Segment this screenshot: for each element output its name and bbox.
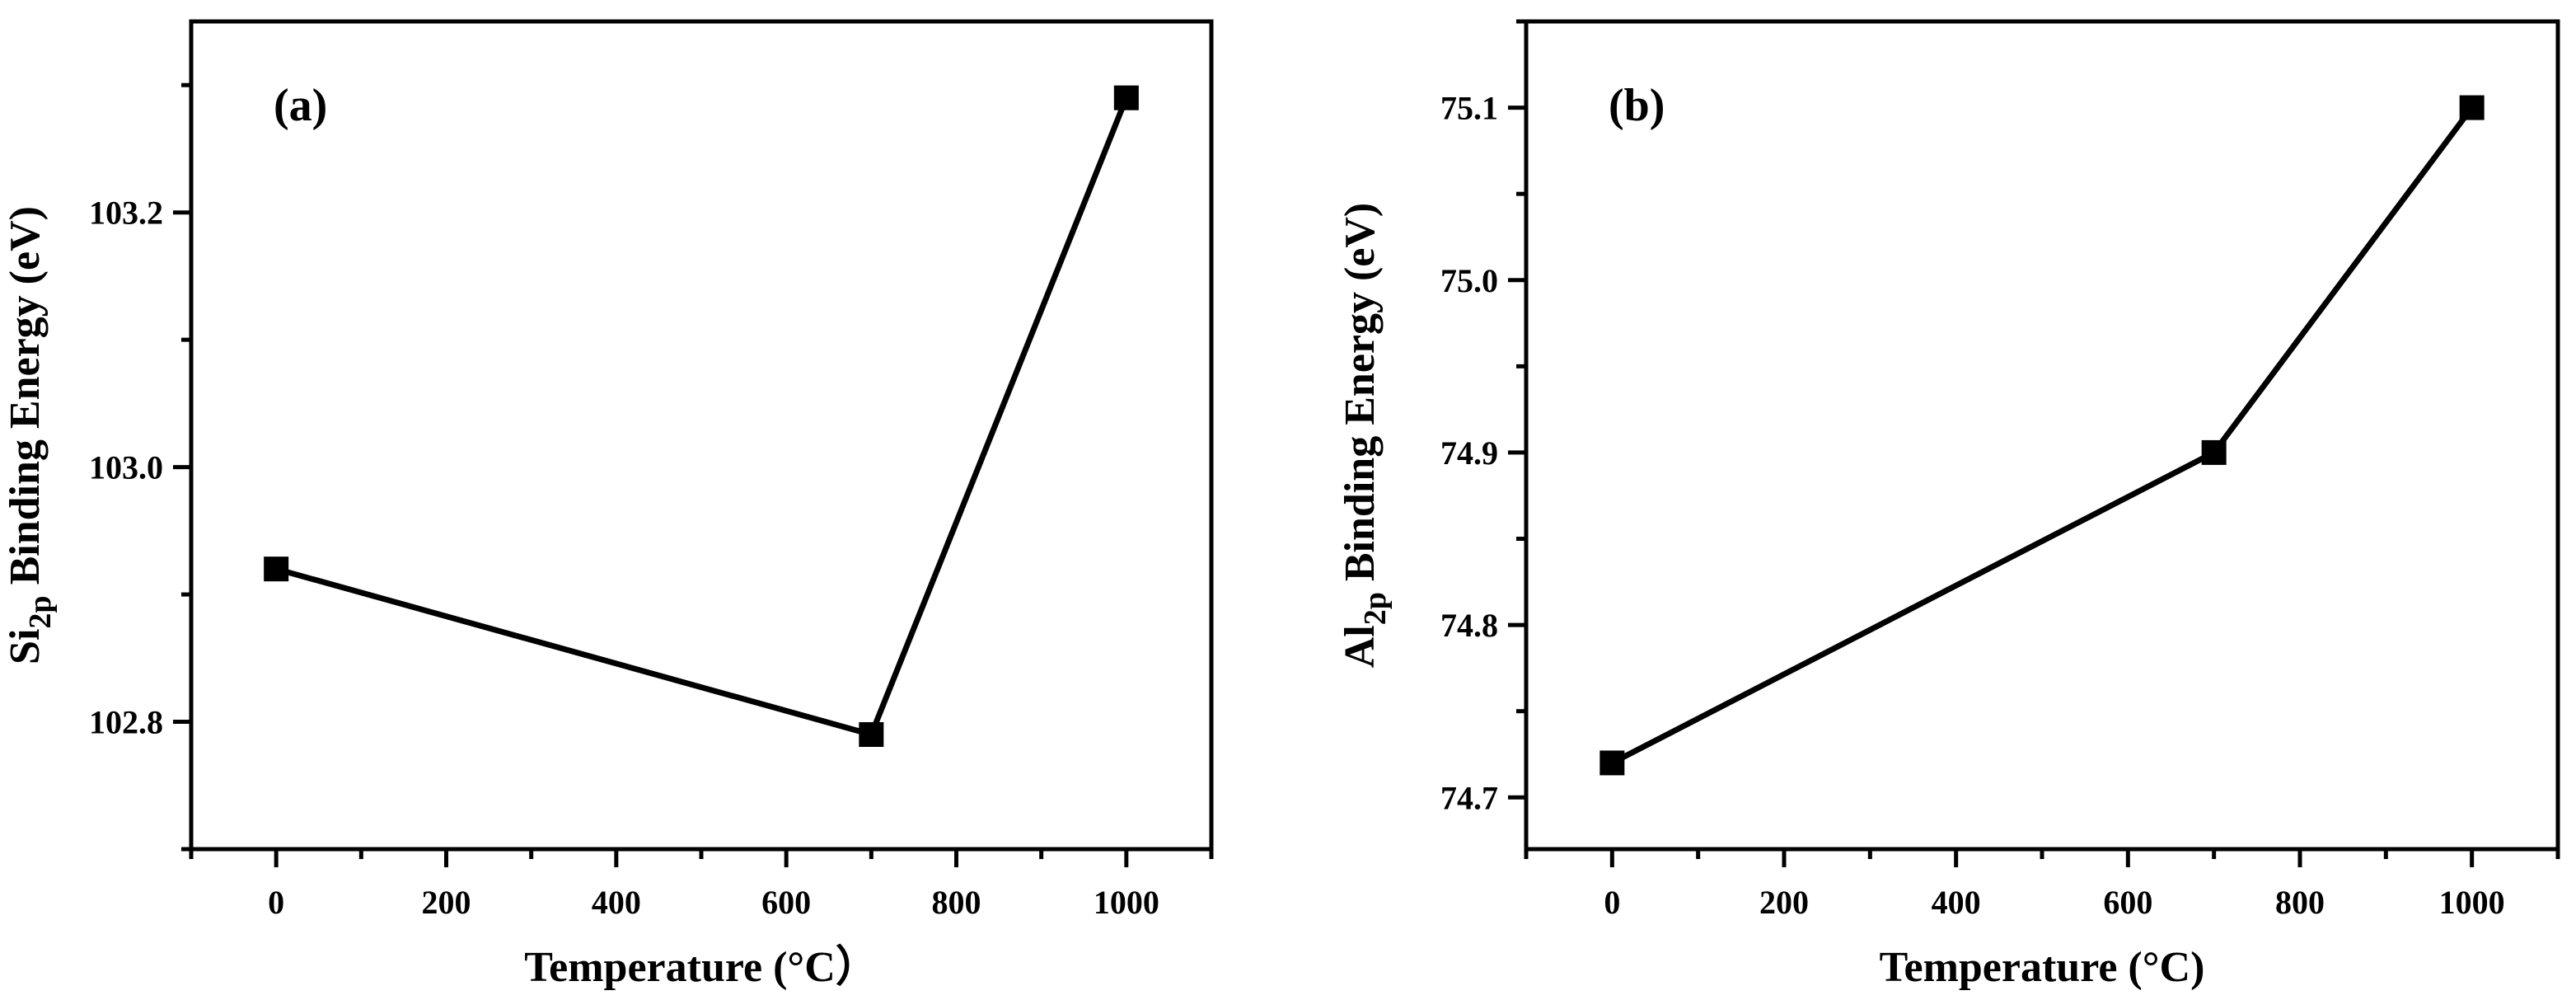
x-tick-label: 600 [761, 884, 811, 921]
x-tick-label: 0 [1604, 884, 1620, 921]
data-point-marker [859, 721, 884, 747]
x-tick-label: 600 [2103, 884, 2152, 921]
x-tick-label: 400 [592, 884, 641, 921]
panel-label: (a) [274, 80, 327, 131]
x-tick-label: 400 [1932, 884, 1981, 921]
series-line [1610, 106, 2475, 766]
panel-label: (b) [1609, 80, 1665, 131]
x-tick-label: 800 [932, 884, 981, 921]
x-tick-label: 1000 [1094, 884, 1159, 921]
y-tick-label: 74.7 [1440, 779, 1498, 816]
y-axis-title: Al2p Binding Energy (eV) [1337, 203, 1393, 669]
x-tick-label: 200 [422, 884, 471, 921]
data-point-marker [2201, 439, 2227, 465]
chart-panel-a: 0 200 400 600 800 1000 102.8 103.0 103.2 (a) Tempe… [2, 19, 1214, 991]
y-tick-label: 75.1 [1440, 90, 1498, 127]
x-tick-label: 800 [2275, 884, 2325, 921]
x-axis-title: Temperature (°C） [524, 943, 878, 991]
x-tick-label: 200 [1759, 884, 1809, 921]
y-tick-label: 103.0 [89, 449, 163, 486]
y-tick-label: 102.8 [89, 704, 163, 741]
data-point-marker [264, 556, 289, 582]
y-tick-label: 75.0 [1440, 262, 1498, 299]
x-axis-title: Temperature (°C) [1880, 944, 2205, 991]
series-line [275, 96, 1130, 739]
x-tick-label: 1000 [2439, 884, 2505, 921]
y-tick-label: 103.2 [89, 195, 163, 232]
plot-frame [189, 19, 1214, 852]
y-axis-title: Si2p Binding Energy (eV) [2, 206, 58, 664]
data-point-marker [2459, 95, 2485, 120]
chart-panel-b: 0 200 400 600 800 1000 74.7 74.8 74.9 75.0 75.1 (b)… [1337, 19, 2560, 991]
data-point-marker [1599, 750, 1625, 776]
x-tick-label: 0 [268, 884, 284, 921]
data-point-marker [1113, 85, 1139, 110]
y-tick-label: 74.9 [1440, 434, 1498, 472]
y-tick-label: 74.8 [1440, 607, 1498, 644]
